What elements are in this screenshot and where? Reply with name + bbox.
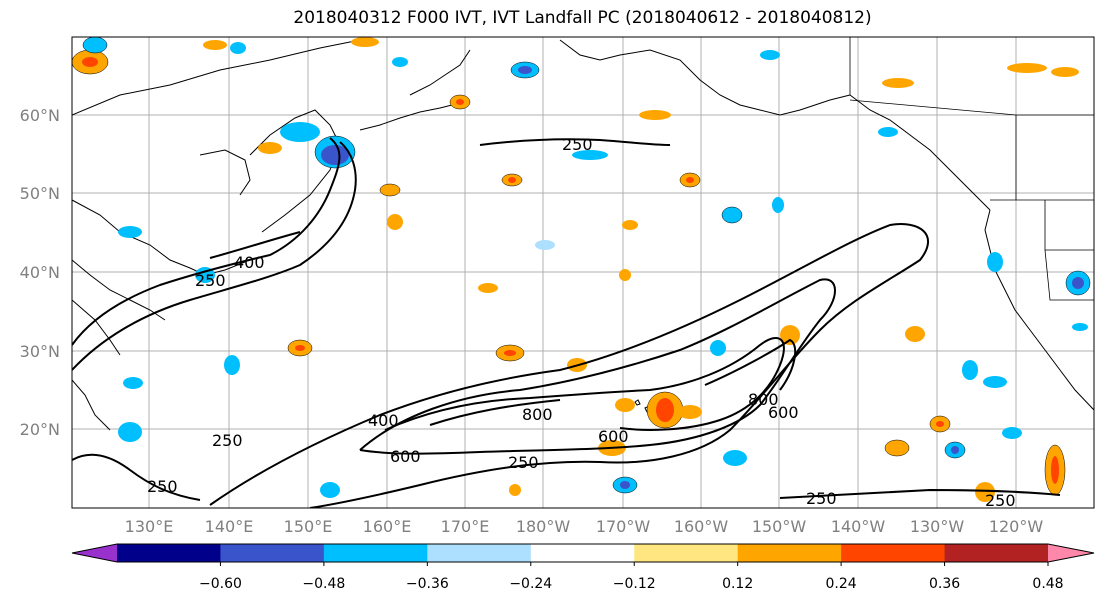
coastlines xyxy=(72,39,1094,431)
contour-label: 600 xyxy=(390,447,421,466)
lon-label: 150°E xyxy=(284,517,333,536)
lon-label: 160°W xyxy=(674,517,729,536)
contour-label: 250 xyxy=(806,489,837,508)
colorbar-tick-label: −0.24 xyxy=(509,576,552,592)
colorbar-outline xyxy=(71,543,1095,563)
colorbar: −0.60 −0.48 −0.36 −0.24 −0.12 0.12 0.24 0.36 0.4… xyxy=(71,543,1095,592)
contour-label: 250 xyxy=(147,477,178,496)
lat-label: 50°N xyxy=(20,184,60,203)
colorbar-extend-max xyxy=(1048,544,1094,562)
contour-label: 800 xyxy=(748,390,779,409)
lon-label: 170°W xyxy=(596,517,651,536)
lon-label: 160°E xyxy=(363,517,412,536)
colorbar-segment xyxy=(427,544,532,562)
colorbar-segment xyxy=(220,544,325,562)
colorbar-segment xyxy=(634,544,739,562)
contour-label: 400 xyxy=(368,411,399,430)
colorbar-segment xyxy=(530,544,635,562)
map-border xyxy=(71,36,1095,509)
colorbar-segment xyxy=(737,544,842,562)
colorbar-tick-label: −0.60 xyxy=(199,576,242,592)
colorbar-segment xyxy=(117,544,221,562)
colorbar-extend-min xyxy=(72,544,117,562)
lat-label: 20°N xyxy=(20,420,60,439)
longitude-axis: 130°E 140°E 150°E 160°E 170°E 180°W 170°… xyxy=(125,517,1044,536)
lon-label: 120°W xyxy=(989,517,1044,536)
lon-label: 130°E xyxy=(125,517,174,536)
contour-labels: 250 250 400 400 600 800 600 800 600 250 … xyxy=(147,135,1016,510)
colorbar-tick-label: 0.24 xyxy=(826,576,857,592)
contour-label: 250 xyxy=(562,135,593,154)
colorbar-tick-label: −0.12 xyxy=(613,576,656,592)
colorbar-segment xyxy=(841,544,946,562)
lon-label: 140°E xyxy=(205,517,254,536)
colorbar-tick-label: −0.48 xyxy=(302,576,345,592)
lat-label: 30°N xyxy=(20,342,60,361)
colorbar-tick-label: 0.48 xyxy=(1032,576,1063,592)
contour-label: 250 xyxy=(212,431,243,450)
map-title: 2018040312 F000 IVT, IVT Landfall PC (20… xyxy=(293,8,872,28)
contour-label: 400 xyxy=(234,253,265,272)
contour-label: 800 xyxy=(522,405,553,424)
colorbar-tick-label: 0.12 xyxy=(722,576,753,592)
lon-label: 150°W xyxy=(752,517,807,536)
lon-label: 130°W xyxy=(910,517,965,536)
lat-label: 60°N xyxy=(20,106,60,125)
colorbar-segment xyxy=(323,544,428,562)
colorbar-tick-label: −0.36 xyxy=(406,576,449,592)
contour-label: 600 xyxy=(598,427,629,446)
ivt-anomaly-shading xyxy=(72,37,1091,502)
lat-label: 40°N xyxy=(20,263,60,282)
political-borders xyxy=(849,37,1094,301)
colorbar-tick-label: 0.36 xyxy=(929,576,960,592)
colorbar-segment xyxy=(944,544,1049,562)
contour-label: 250 xyxy=(985,491,1016,510)
contour-label: 600 xyxy=(768,403,799,422)
latitude-axis: 60°N 50°N 40°N 30°N 20°N xyxy=(20,106,60,439)
ivt-contours xyxy=(72,137,1061,508)
contour-label: 250 xyxy=(195,271,226,290)
lon-label: 180°W xyxy=(516,517,571,536)
lon-label: 140°W xyxy=(831,517,886,536)
lon-label: 170°E xyxy=(441,517,490,536)
contour-label: 250 xyxy=(508,453,539,472)
